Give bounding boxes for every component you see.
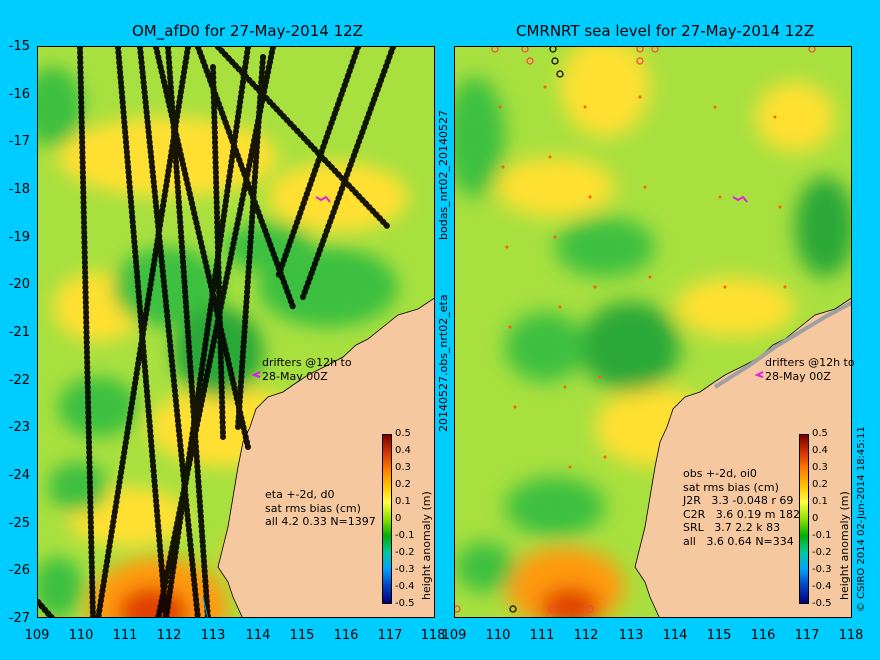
drifter-track xyxy=(732,195,748,203)
lat-tick: -24 xyxy=(8,468,30,483)
anomaly-field xyxy=(455,47,851,617)
colorbar-tick: -0.5 xyxy=(395,598,415,609)
australia-land xyxy=(217,297,434,617)
left-stats-text: eta +-2d, d0 sat rms bias (cm) all 4.2 0… xyxy=(265,488,376,528)
left-panel-title: OM_afD0 for 27-May-2014 12Z xyxy=(132,22,363,40)
lat-tick: -19 xyxy=(8,230,30,245)
observation-circles xyxy=(455,47,816,613)
lat-tick: -23 xyxy=(8,420,30,435)
lon-tick: 115 xyxy=(289,628,315,643)
colorbar-tick: 0 xyxy=(812,513,819,524)
left-colorbar-label: height anomaly (m) xyxy=(420,491,433,600)
colorbar-tick: 0 xyxy=(395,513,402,524)
left-map-svg xyxy=(38,47,434,617)
lon-tick: 112 xyxy=(156,628,182,643)
right-colorbar xyxy=(799,434,809,604)
colorbar-tick: 0.5 xyxy=(395,428,411,439)
colorbar-tick: 0.4 xyxy=(812,445,828,456)
drifter-marker xyxy=(754,371,764,378)
lat-tick: -16 xyxy=(8,87,30,102)
lat-tick: -18 xyxy=(8,182,30,197)
side-label-bottom: 20140527.obs_nrt02_eta xyxy=(437,294,450,432)
colorbar-tick: 0.3 xyxy=(812,462,828,473)
lon-tick: 111 xyxy=(112,628,138,643)
colorbar-tick: -0.2 xyxy=(395,547,415,558)
right-panel-title: CMRNRT sea level for 27-May-2014 12Z xyxy=(516,22,815,40)
river-line xyxy=(202,596,209,617)
colorbar-tick: 0.2 xyxy=(395,479,411,490)
lat-tick: -21 xyxy=(8,325,30,340)
drifter-track xyxy=(315,195,331,203)
colorbar-tick: -0.3 xyxy=(395,564,415,575)
side-label-top: bodas_nrt02_20140527 xyxy=(437,110,450,240)
lon-tick: 115 xyxy=(706,628,732,643)
observation-points xyxy=(498,85,787,469)
colorbar-tick: 0.1 xyxy=(812,496,828,507)
lon-tick: 116 xyxy=(333,628,359,643)
lon-tick: 109 xyxy=(441,628,467,643)
left-map-panel xyxy=(37,46,435,618)
lat-tick: -20 xyxy=(8,277,30,292)
lat-tick: -15 xyxy=(8,39,30,54)
satellite-tracks xyxy=(38,47,396,617)
lon-tick: 116 xyxy=(750,628,776,643)
lat-tick: -22 xyxy=(8,373,30,388)
lat-tick: -25 xyxy=(8,516,30,531)
lon-tick: 109 xyxy=(24,628,50,643)
lat-tick: -27 xyxy=(8,611,30,626)
right-map-panel xyxy=(454,46,852,618)
lon-tick: 110 xyxy=(485,628,511,643)
colorbar-tick: -0.1 xyxy=(395,530,415,541)
lon-tick: 113 xyxy=(618,628,644,643)
lon-tick: 112 xyxy=(573,628,599,643)
lat-tick: -26 xyxy=(8,563,30,578)
left-colorbar xyxy=(382,434,392,604)
colorbar-tick: 0.1 xyxy=(395,496,411,507)
colorbar-tick: -0.2 xyxy=(812,547,832,558)
lon-tick: 114 xyxy=(245,628,271,643)
lon-tick: 117 xyxy=(794,628,820,643)
right-stats-text: obs +-2d, oi0 sat rms bias (cm) J2R 3.3 … xyxy=(683,467,800,548)
colorbar-tick: -0.4 xyxy=(812,581,832,592)
colorbar-tick: -0.1 xyxy=(812,530,832,541)
lon-tick: 118 xyxy=(838,628,864,643)
lon-tick: 111 xyxy=(529,628,555,643)
colorbar-tick: 0.2 xyxy=(812,479,828,490)
lat-tick: -17 xyxy=(8,134,30,149)
colorbar-tick: 0.3 xyxy=(395,462,411,473)
drifter-marker xyxy=(251,371,261,378)
colorbar-tick: -0.4 xyxy=(395,581,415,592)
colorbar-tick: -0.3 xyxy=(812,564,832,575)
lon-tick: 117 xyxy=(377,628,403,643)
lon-tick: 113 xyxy=(200,628,226,643)
right-drifter-label: drifters @12h to 28-May 00Z xyxy=(765,356,855,383)
colorbar-tick: 0.4 xyxy=(395,445,411,456)
lon-tick: 118 xyxy=(420,628,446,643)
left-drifter-label: drifters @12h to 28-May 00Z xyxy=(262,356,352,383)
lon-tick: 110 xyxy=(68,628,94,643)
right-map-svg xyxy=(455,47,851,617)
lon-tick: 114 xyxy=(662,628,688,643)
right-colorbar-label: height anomaly (m) xyxy=(838,491,851,600)
colorbar-tick: -0.5 xyxy=(812,598,832,609)
colorbar-tick: 0.5 xyxy=(812,428,828,439)
copyright-credit: © CSIRO 2014 02-Jun-2014 18:45:11 xyxy=(856,426,867,612)
coastal-shelf xyxy=(713,300,851,389)
